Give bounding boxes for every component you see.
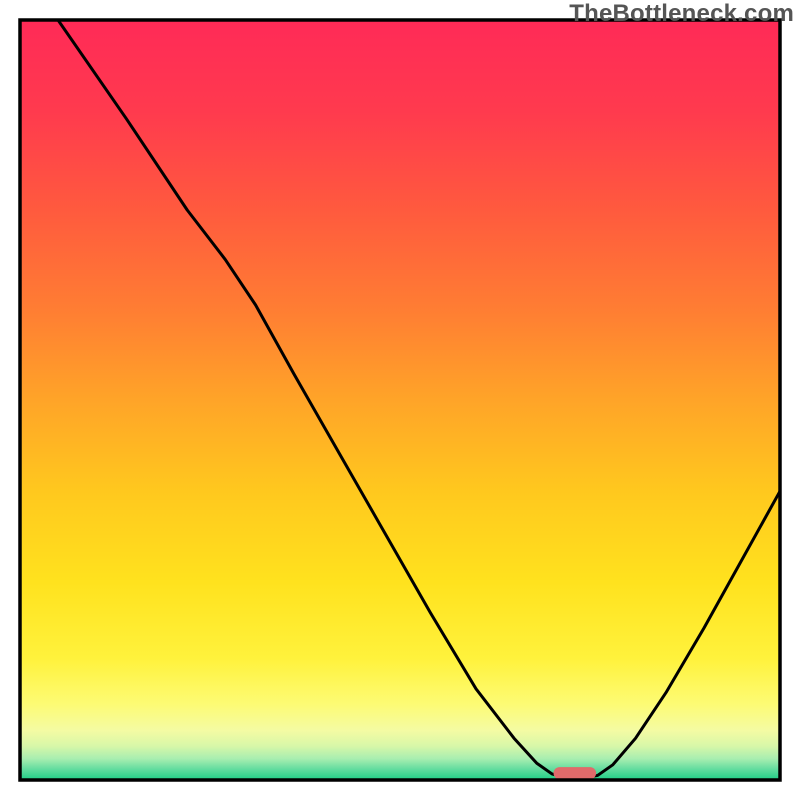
gradient-background: [20, 20, 780, 780]
watermark-text: TheBottleneck.com: [569, 0, 794, 28]
bottleneck-chart: TheBottleneck.com: [0, 0, 800, 800]
chart-canvas: [0, 0, 800, 800]
optimal-point-marker: [554, 767, 597, 779]
